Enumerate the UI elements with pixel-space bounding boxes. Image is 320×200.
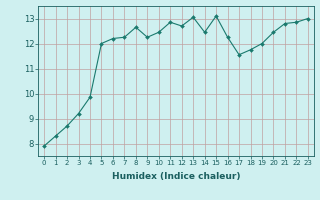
X-axis label: Humidex (Indice chaleur): Humidex (Indice chaleur) [112,172,240,181]
